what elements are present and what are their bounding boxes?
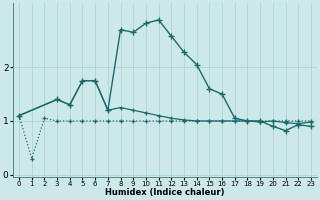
X-axis label: Humidex (Indice chaleur): Humidex (Indice chaleur): [105, 188, 225, 197]
